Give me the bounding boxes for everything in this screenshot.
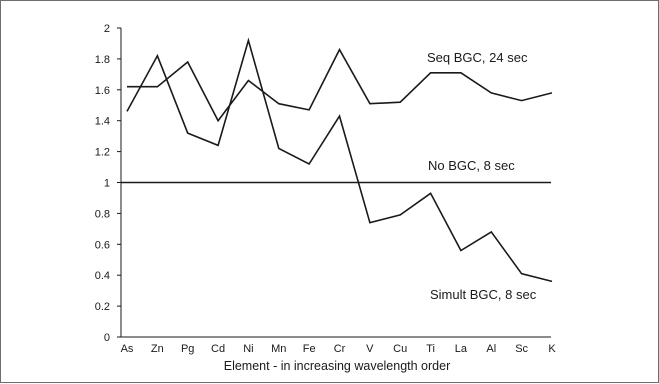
x-tick-label: Mn: [271, 343, 286, 355]
y-tick-label: 1: [104, 178, 110, 190]
x-tick-label: Zn: [151, 343, 164, 355]
x-tick-label: Cu: [393, 343, 407, 355]
x-axis: As Zn Pg Cd Ni Mn Fe Cr V Cu Ti La Al Sc K: [121, 336, 556, 355]
y-tick-label: 0.6: [95, 239, 110, 251]
x-tick-label: Cd: [211, 343, 225, 355]
series-line-1: [127, 47, 553, 123]
y-tick-label: 2: [104, 23, 110, 35]
series-line-3: [126, 37, 553, 283]
x-tick-label: Al: [486, 343, 496, 355]
x-tick-label: La: [455, 343, 468, 355]
series-lines: [121, 37, 553, 283]
x-tick-label: Fe: [303, 343, 316, 355]
x-tick-label: Ni: [243, 343, 253, 355]
y-axis: 0 0.2 0.4 0.6 0.8 1 1.2 1.4 1.6 1.8 2: [95, 23, 122, 344]
x-axis-label: Element - in increasing wavelength order: [224, 359, 451, 373]
y-tick-label: 0: [104, 332, 110, 344]
x-tick-label: Pg: [181, 343, 194, 355]
x-tick-label: Cr: [334, 343, 346, 355]
annotation-no-bgc: No BGC, 8 sec: [428, 158, 515, 173]
y-tick-label: 1.4: [95, 116, 110, 128]
annotation-seq-bgc: Seq BGC, 24 sec: [427, 50, 528, 65]
annotation-simult-bgc: Simult BGC, 8 sec: [430, 287, 537, 302]
x-tick-label: As: [121, 343, 134, 355]
y-tick-label: 1.2: [95, 147, 110, 159]
y-tick-label: 0.4: [95, 270, 110, 282]
x-tick-label: V: [366, 343, 374, 355]
y-tick-label: 1.6: [95, 85, 110, 97]
y-tick-label: 1.8: [95, 54, 110, 66]
y-tick-label: 0.2: [95, 301, 110, 313]
x-tick-label: Sc: [515, 343, 528, 355]
y-tick-label: 0.8: [95, 208, 110, 220]
x-tick-label: K: [548, 343, 556, 355]
x-tick-label: Ti: [426, 343, 435, 355]
